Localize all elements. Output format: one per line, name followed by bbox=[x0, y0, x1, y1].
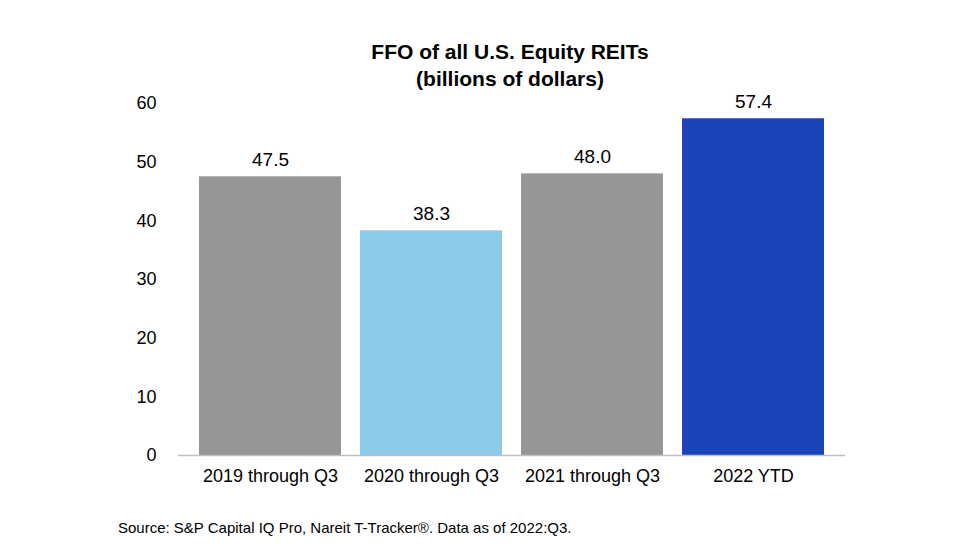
svg-text:10: 10 bbox=[136, 387, 156, 407]
svg-text:60: 60 bbox=[136, 95, 156, 113]
html-text:(billions of dollars): (billions of dollars) bbox=[416, 67, 604, 90]
svg-text:2021 through Q3: 2021 through Q3 bbox=[525, 466, 660, 486]
html-text:FFO of all U.S. Equity REITs: FFO of all U.S. Equity REITs bbox=[371, 40, 649, 63]
svg-text:57.4: 57.4 bbox=[735, 95, 772, 112]
svg-text:2022 YTD: 2022 YTD bbox=[713, 466, 794, 486]
svg-text:2020 through Q3: 2020 through Q3 bbox=[364, 466, 499, 486]
svg-text:50: 50 bbox=[136, 152, 156, 172]
svg-text:40: 40 bbox=[136, 211, 156, 231]
html-text:Source: S&P Capital IQ Pro, Na: Source: S&P Capital IQ Pro, Nareit T-Tra… bbox=[118, 519, 572, 536]
svg-text:20: 20 bbox=[136, 328, 156, 348]
svg-text:0: 0 bbox=[146, 445, 156, 465]
svg-text:30: 30 bbox=[136, 269, 156, 289]
svg-text:47.5: 47.5 bbox=[252, 149, 289, 170]
svg-text:2019 through Q3: 2019 through Q3 bbox=[203, 466, 338, 486]
svg-text:48.0: 48.0 bbox=[574, 146, 611, 167]
svg-text:38.3: 38.3 bbox=[413, 203, 450, 224]
